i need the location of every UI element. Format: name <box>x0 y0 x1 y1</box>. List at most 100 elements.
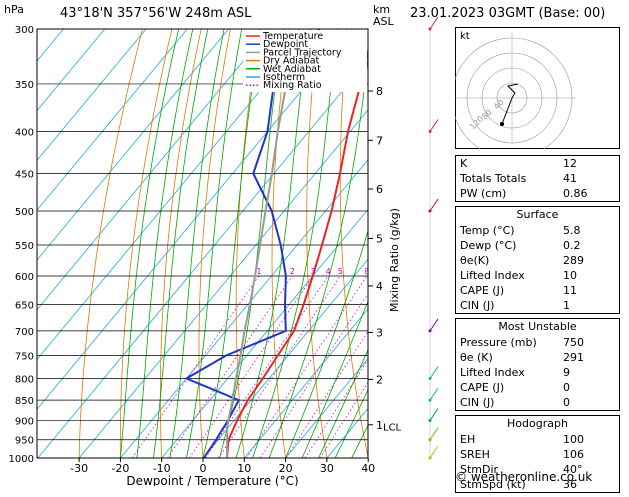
mixing-ratio-label: 8 <box>364 267 369 276</box>
wind-barbs <box>429 17 439 460</box>
wind-barb-dot <box>429 457 432 460</box>
wind-barb <box>430 366 438 378</box>
hodograph-index-label: EH <box>460 432 475 447</box>
wind-barb-dot <box>429 210 432 213</box>
pressure-tick-label: 900 <box>15 416 34 427</box>
wind-barb-dot <box>429 130 432 133</box>
hodograph-frame <box>456 28 620 149</box>
index-label: Totals Totals <box>460 171 526 186</box>
mixing-ratio-label: 20 <box>417 267 427 276</box>
mu-index-value: 0 <box>563 395 615 410</box>
surface-index-value: 5.8 <box>563 223 615 238</box>
surface-index-label: Lifted Index <box>460 268 525 283</box>
km-tick-label: 2 <box>376 373 383 386</box>
index-value: 12 <box>563 156 615 171</box>
mixing-ratio-label: 5 <box>338 267 343 276</box>
isotherm-line <box>0 0 283 475</box>
index-row: K 12 <box>456 156 619 171</box>
wind-barb <box>430 388 438 400</box>
surface-index-label: CIN (J) <box>460 298 494 313</box>
pressure-tick-label: 300 <box>15 25 34 36</box>
mu-index-row: θe (K) 291 <box>456 350 619 365</box>
mu-index-value: 0 <box>563 380 615 395</box>
legend-label: Mixing Ratio <box>263 80 322 91</box>
km-tick-label: 6 <box>376 183 383 196</box>
wind-barb <box>430 120 438 132</box>
index-value: 41 <box>563 171 615 186</box>
wet-adiabat-line <box>120 0 194 458</box>
km-tick-label: 8 <box>376 85 383 98</box>
pressure-tick-label: 650 <box>15 301 34 312</box>
pressure-tick-label: 600 <box>15 272 34 283</box>
x-tick-label: 40 <box>361 462 375 475</box>
pressure-tick-label: 750 <box>15 351 34 362</box>
surface-index-row: Temp (°C)5.8 <box>456 223 619 238</box>
pressure-tick-label: 500 <box>15 207 34 218</box>
wind-barb <box>430 319 438 331</box>
mixing-ratio-label: 4 <box>326 267 331 276</box>
mu-index-label: θe (K) <box>460 350 493 365</box>
lcl-label: LCL <box>383 422 402 433</box>
wind-barb <box>430 17 438 29</box>
x-tick-label: 30 <box>320 462 334 475</box>
mixing-ratio-label: 10 <box>375 267 385 276</box>
mu-index-value: 291 <box>563 350 615 365</box>
surface-index-value: 11 <box>563 283 615 298</box>
km-tick-label: 1 <box>376 419 383 432</box>
km-tick-label: 5 <box>376 232 383 245</box>
mu-index-label: CAPE (J) <box>460 380 504 395</box>
wind-barb <box>430 199 438 211</box>
mu-index-row: Pressure (mb)750 <box>456 335 619 350</box>
pressure-tick-label: 700 <box>15 327 34 338</box>
index-row: PW (cm)0.86 <box>456 186 619 201</box>
index-label: K <box>460 156 467 171</box>
pressure-tick-label: 400 <box>15 128 34 139</box>
mu-index-row: CAPE (J) 0 <box>456 380 619 395</box>
km-tick-label: 4 <box>376 280 383 293</box>
pressure-tick-label: 350 <box>15 80 34 91</box>
wind-barb-dot <box>429 377 432 380</box>
storm-motion-dot <box>500 122 504 126</box>
surface-index-row: CIN (J)1 <box>456 298 619 313</box>
hodograph-index-label: SREH <box>460 447 490 462</box>
x-tick-label: -30 <box>70 462 88 475</box>
pressure-tick-label: 550 <box>15 241 34 252</box>
hodograph-index-row: EH 100 <box>456 432 619 447</box>
wind-barb-dot <box>429 28 432 31</box>
hodograph-title: Hodograph <box>456 416 619 432</box>
index-row: Totals Totals 41 <box>456 171 619 186</box>
pressure-tick-label: 850 <box>15 396 34 407</box>
surface-index-label: Dewp (°C) <box>460 238 516 253</box>
dry-adiabat-line <box>160 0 216 475</box>
hodograph-unit-label: kt <box>460 31 470 42</box>
parcel-trajectory-profile <box>227 29 299 458</box>
dry-adiabat-line <box>120 0 188 475</box>
wind-barb <box>430 408 438 420</box>
mu-index-label: CIN (J) <box>460 395 494 410</box>
mixing-ratio-label: 2 <box>290 267 295 276</box>
most-unstable-title: Most Unstable <box>456 319 619 335</box>
pressure-tick-label: 950 <box>15 436 34 447</box>
mixing-ratio-label: 1 <box>256 267 261 276</box>
mixing-ratio-label: 25 <box>431 267 441 276</box>
wind-barb-dot <box>429 399 432 402</box>
surface-index-value: 289 <box>563 253 615 268</box>
mixing-ratio-line <box>168 276 293 458</box>
mixing-ratio-line <box>305 276 422 458</box>
km-tick-label: 3 <box>376 326 383 339</box>
mu-index-label: Lifted Index <box>460 365 525 380</box>
surface-index-row: CAPE (J) 11 <box>456 283 619 298</box>
surface-index-row: Dewp (°C) 0.2 <box>456 238 619 253</box>
surface-index-value: 0.2 <box>563 238 615 253</box>
hodograph-index-value: 100 <box>563 432 615 447</box>
surface-index-row: θe(K)289 <box>456 253 619 268</box>
wind-barb <box>430 428 438 440</box>
surface-index-label: CAPE (J) <box>460 283 504 298</box>
pressure-tick-label: 800 <box>15 374 34 385</box>
